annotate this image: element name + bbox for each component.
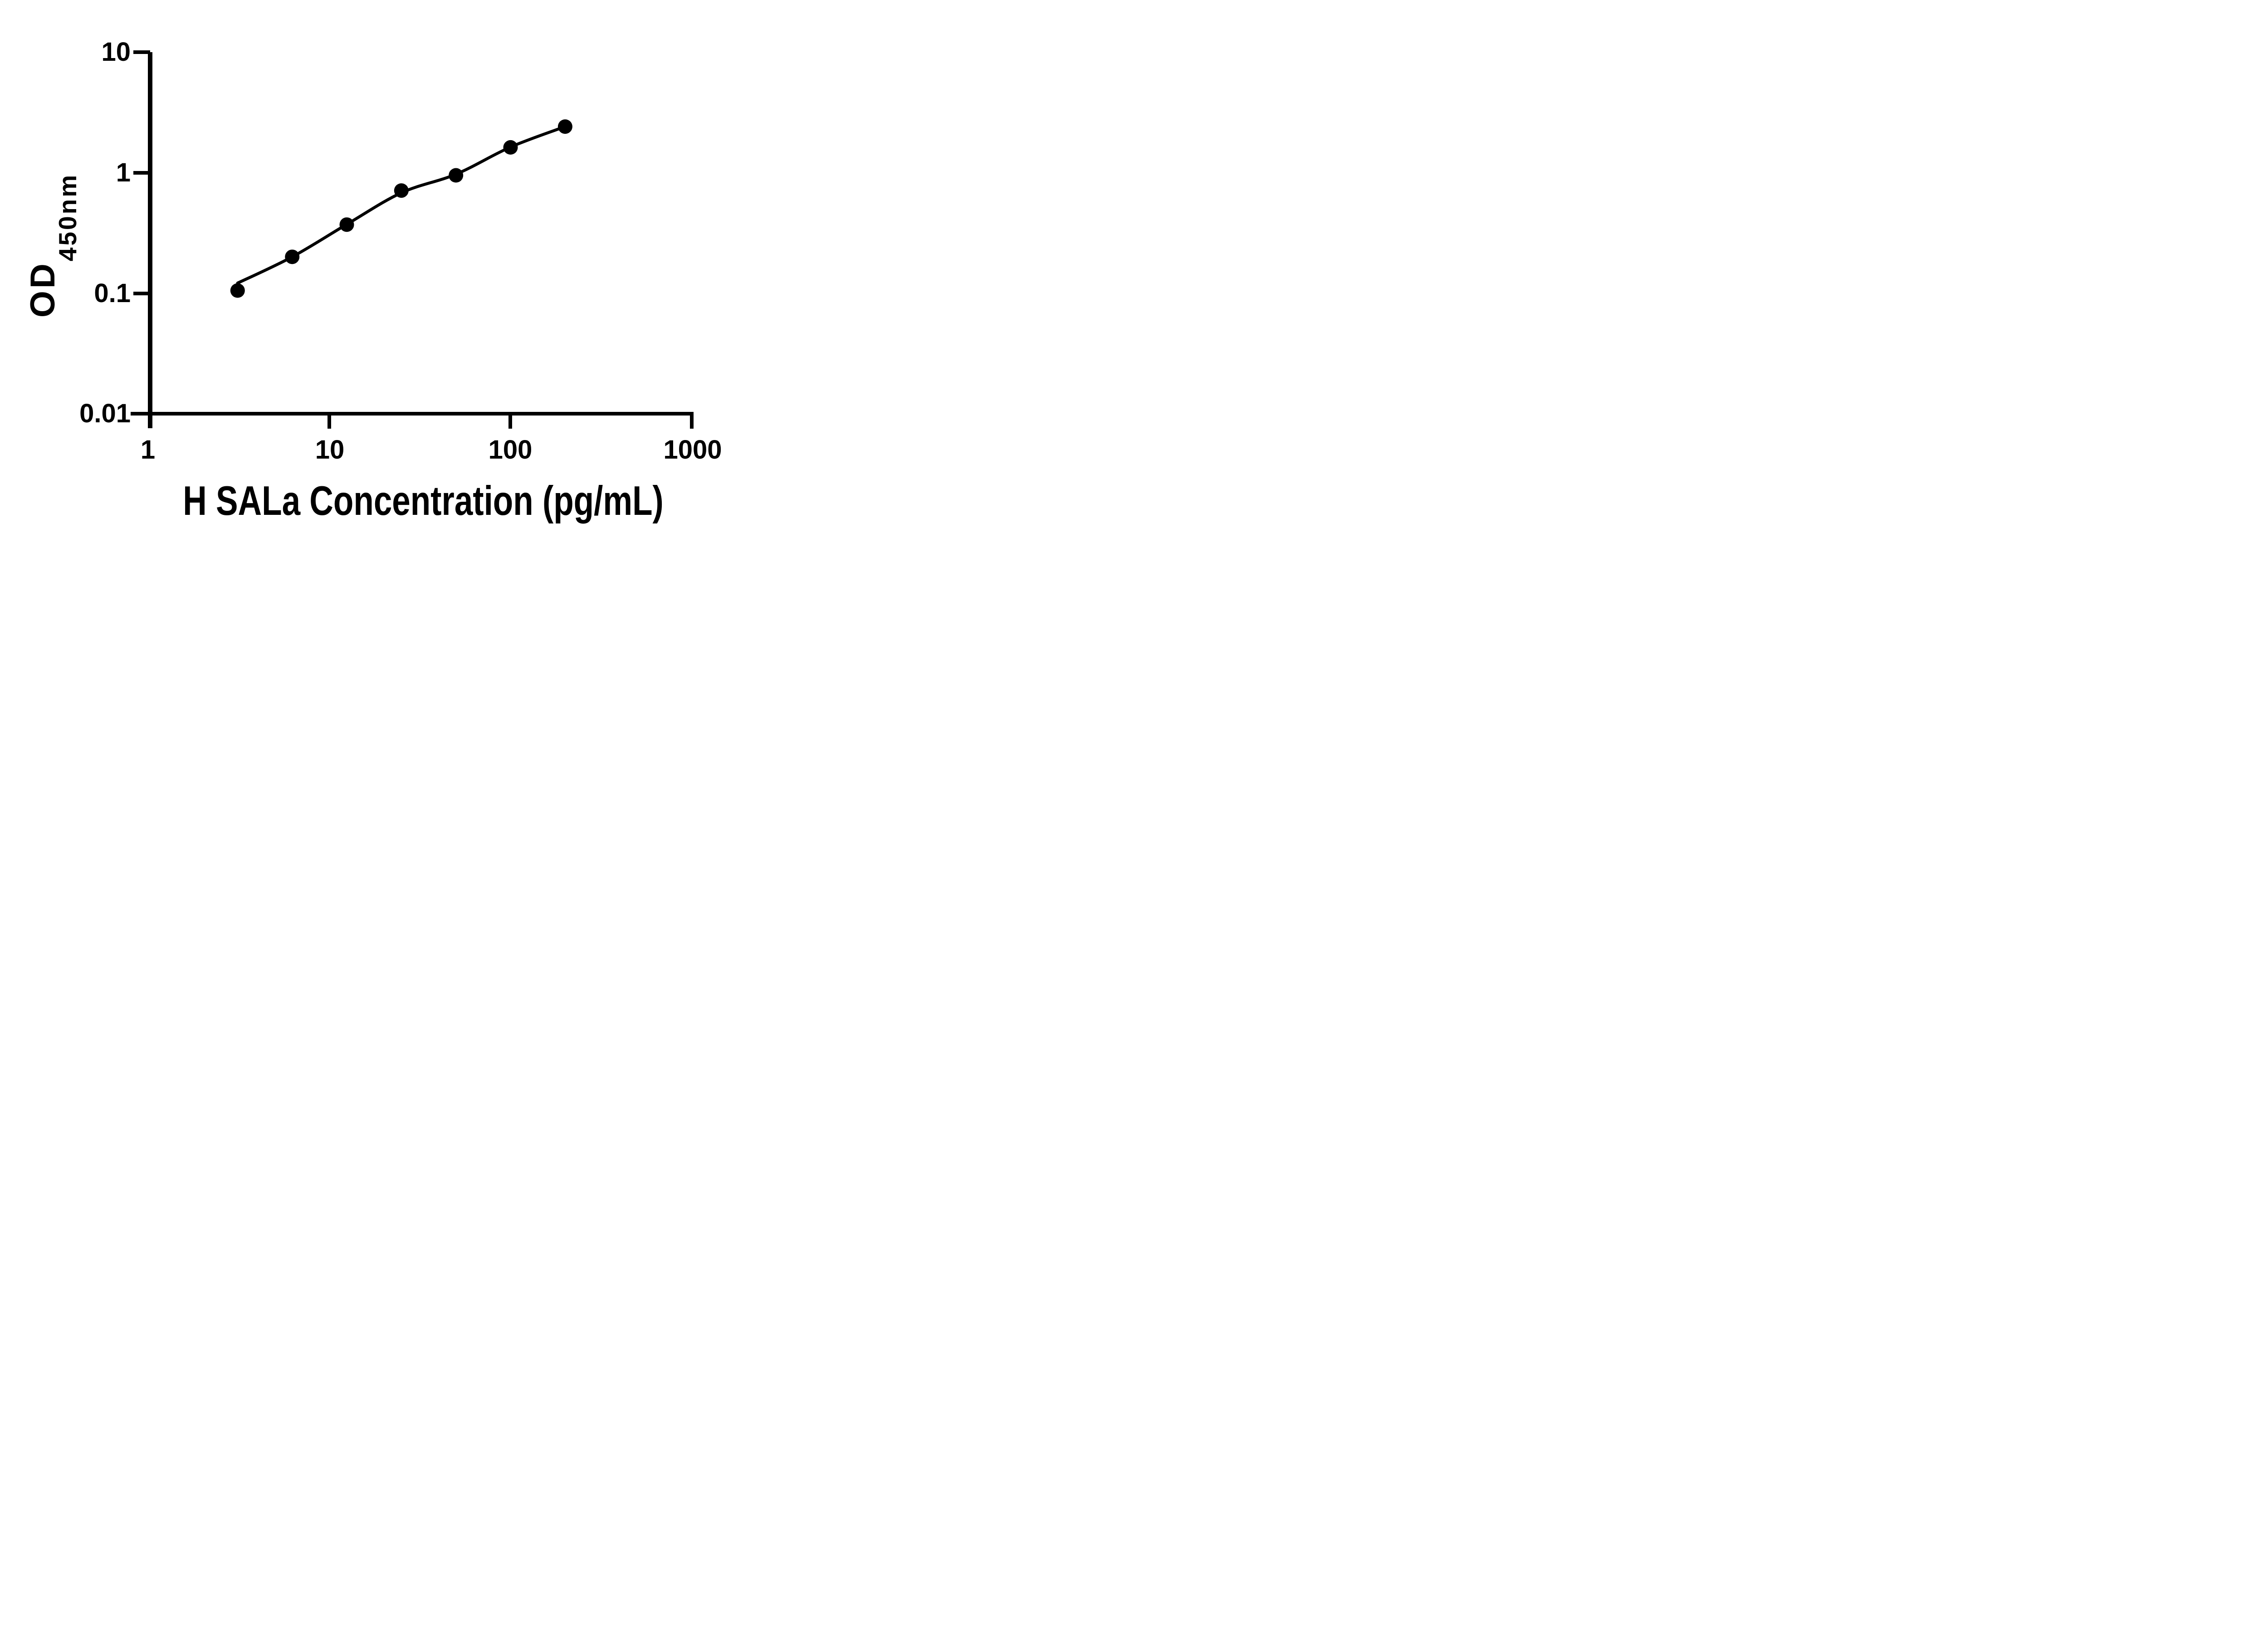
y-axis-title-main: OD	[24, 261, 62, 318]
data-point	[339, 217, 354, 232]
data-point	[230, 283, 245, 298]
data-points	[230, 119, 572, 298]
x-axis-title-text: H SALa Concentration (pg/mL)	[183, 478, 664, 524]
y-tick-label-0.01: 0.01	[79, 399, 131, 428]
x-tick-label-100: 100	[488, 435, 533, 464]
elisa-standard-curve-figure: 10 1 0.1 0.01 1 10 100 1000 H SALa Conce…	[0, 0, 776, 544]
y-tick-label-1: 1	[116, 158, 131, 187]
x-tick-label-1000: 1000	[663, 435, 722, 464]
data-point	[394, 183, 409, 198]
y-tick-label-10: 10	[101, 37, 131, 67]
data-point	[557, 119, 572, 134]
data-point	[449, 168, 464, 183]
y-axis-title: OD450nm	[24, 173, 82, 318]
y-tick-label-0.1: 0.1	[94, 279, 131, 308]
plot-area	[131, 50, 694, 429]
y-axis-title-subscript: 450nm	[54, 173, 82, 262]
data-point	[503, 140, 518, 155]
x-axis-title: H SALa Concentration (pg/mL)	[123, 478, 724, 524]
x-tick-label-10: 10	[315, 435, 345, 464]
x-tick-label-1: 1	[140, 435, 156, 464]
data-point	[285, 249, 300, 264]
